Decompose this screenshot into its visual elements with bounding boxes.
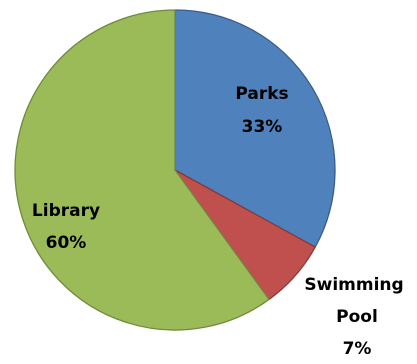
data-label-library: Library xyxy=(32,201,100,221)
pie-slice-parks xyxy=(174,9,336,248)
data-label-parks: Parks xyxy=(235,84,288,104)
data-value-library: 60% xyxy=(46,233,87,253)
data-label-swimming-pool-line1: Swimming xyxy=(304,275,403,295)
pie-slices xyxy=(14,9,336,331)
data-label-swimming-pool-line2: Pool xyxy=(336,307,378,327)
data-label-swimming-pool: Swimming Pool xyxy=(304,275,409,327)
pie-slice-library xyxy=(14,9,270,331)
data-value-parks: 33% xyxy=(242,117,283,137)
data-value-swimming-pool: 7% xyxy=(343,339,372,359)
